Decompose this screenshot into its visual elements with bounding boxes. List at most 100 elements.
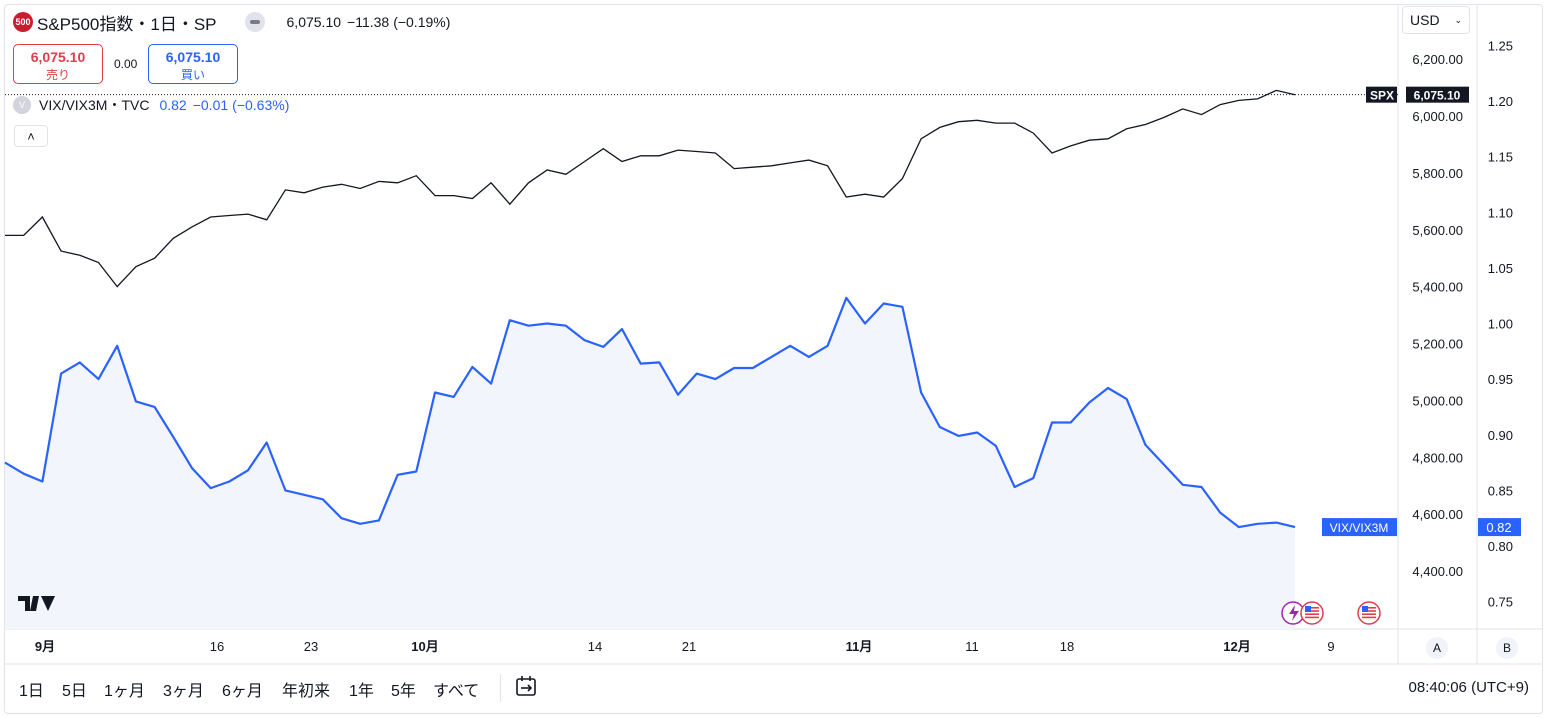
spread-value: 0.00 <box>114 57 138 71</box>
last-price: 6,075.10 <box>286 14 342 30</box>
compare-change: −0.01 <box>192 97 229 113</box>
us-economic-event-icon-2[interactable] <box>1357 601 1381 625</box>
range-button[interactable]: 5日 <box>62 683 87 700</box>
chevron-down-icon: ⌄ <box>1454 14 1462 25</box>
range-button[interactable]: 5年 <box>391 683 416 700</box>
range-button[interactable]: 3ヶ月 <box>163 683 204 700</box>
spx-axis-tag-label: SPX <box>1370 89 1394 103</box>
buy-price: 6,075.10 <box>165 49 221 65</box>
y-tick-left: 4,800.00 <box>1412 450 1463 465</box>
tradingview-logo-icon <box>18 596 55 611</box>
spx-price-tag-label: 6,075.10 <box>1414 89 1461 103</box>
flag-stripe <box>1362 607 1376 609</box>
vix-axis-tag <box>1322 518 1397 537</box>
flag-stripe <box>1305 610 1319 612</box>
x-tick-label: 11月 <box>846 639 873 654</box>
y-tick-right: 1.25 <box>1488 38 1513 53</box>
vix-series-line[interactable] <box>4 296 1296 529</box>
flag-stripe <box>1305 616 1319 619</box>
buy-button[interactable]: 6,075.10 買い <box>148 44 238 84</box>
log-scale-button[interactable] <box>1496 637 1518 659</box>
price-change: −11.38 <box>347 14 390 30</box>
y-tick-right: 1.00 <box>1488 317 1513 332</box>
y-tick-right: 0.80 <box>1488 539 1513 554</box>
range-button[interactable]: 6ヶ月 <box>222 683 263 700</box>
currency-label: USD <box>1410 12 1440 28</box>
y-tick-right: 0.95 <box>1488 372 1513 387</box>
y-tick-left: 5,600.00 <box>1412 223 1463 238</box>
vix-area-fill <box>5 297 1295 629</box>
vix-price-tag <box>1478 518 1521 537</box>
flag-canton <box>1362 606 1368 612</box>
spx-axis-tag <box>1366 86 1397 103</box>
x-tick-label: 9月 <box>35 639 55 654</box>
y-tick-left: 4,600.00 <box>1412 507 1463 522</box>
sell-label: 売り <box>45 68 70 82</box>
currency-select[interactable]: USD ⌄ <box>1402 6 1470 34</box>
collapse-legend-button[interactable]: ˄ <box>14 125 48 147</box>
flag-stripe <box>1305 613 1319 615</box>
y-tick-left: 5,000.00 <box>1412 393 1463 408</box>
toolbar-divider <box>500 674 501 702</box>
spx-series-line[interactable] <box>5 89 1296 288</box>
symbol-legend[interactable]: 500 S&P500指数・1日・SP 6,075.10 −11.38 (−0.1… <box>13 10 450 34</box>
compare-symbol[interactable]: VIX/VIX3M・TVC <box>39 97 150 113</box>
market-status-icon[interactable] <box>244 12 265 32</box>
compare-value: 0.82 <box>159 97 187 113</box>
vix-price-tag-label: 0.82 <box>1486 520 1511 535</box>
auto-scale-button[interactable] <box>1426 637 1448 659</box>
range-button[interactable]: 1ヶ月 <box>104 683 145 700</box>
y-tick-right: 0.85 <box>1488 483 1513 498</box>
y-tick-left: 6,000.00 <box>1412 109 1463 124</box>
x-tick-label: 14 <box>588 639 602 654</box>
range-button[interactable]: すべて <box>433 683 480 700</box>
x-tick-label: 18 <box>1060 639 1074 654</box>
spx-price-tag <box>1406 86 1469 103</box>
y-tick-left: 5,800.00 <box>1412 166 1463 181</box>
range-button[interactable]: 1年 <box>349 683 374 700</box>
compare-legend[interactable]: V VIX/VIX3M・TVC 0.82 −0.01 (−0.63%) <box>13 95 289 115</box>
auto-scale-label: A <box>1433 641 1441 655</box>
price-change-pct: (−0.19%) <box>393 14 451 30</box>
log-scale-label: B <box>1503 641 1511 655</box>
chart-frame <box>4 4 1543 714</box>
flag-stripe <box>1305 607 1319 609</box>
sp500-logo-icon: 500 <box>13 12 33 32</box>
y-tick-right: 1.05 <box>1488 261 1513 276</box>
x-tick-label: 9 <box>1327 639 1334 654</box>
us-economic-event-icon[interactable] <box>1300 601 1324 625</box>
clock[interactable]: 08:40:06 (UTC+9) <box>1408 679 1529 696</box>
y-tick-left: 4,400.00 <box>1412 564 1463 579</box>
y-tick-left: 6,200.00 <box>1412 52 1463 67</box>
lightning-icon <box>1289 605 1299 621</box>
flag-canton <box>1305 606 1311 612</box>
vix-axis-tag-label: VIX/VIX3M <box>1330 521 1389 535</box>
flag-stripe <box>1362 613 1376 615</box>
y-tick-left: 5,200.00 <box>1412 337 1463 352</box>
y-tick-right: 0.90 <box>1488 428 1513 443</box>
range-button[interactable]: 1日 <box>19 683 44 700</box>
x-tick-label: 21 <box>682 639 696 654</box>
buy-label: 買い <box>180 68 205 82</box>
flag-stripe <box>1362 610 1376 612</box>
flag-stripe <box>1362 616 1376 619</box>
symbol-title[interactable]: S&P500指数・1日・SP <box>37 14 217 34</box>
x-tick-label: 12月 <box>1223 639 1250 654</box>
x-tick-label: 16 <box>210 639 224 654</box>
y-tick-right: 1.15 <box>1488 150 1513 165</box>
compare-change-pct: (−0.63%) <box>232 97 290 113</box>
y-tick-right: 1.20 <box>1488 94 1513 109</box>
y-tick-left: 5,400.00 <box>1412 280 1463 295</box>
x-tick-label: 11 <box>965 639 979 654</box>
chevron-up-icon: ˄ <box>27 128 35 144</box>
x-tick-label: 10月 <box>411 639 438 654</box>
sell-price: 6,075.10 <box>30 49 86 65</box>
y-tick-right: 1.10 <box>1488 205 1513 220</box>
calendar-goto-icon[interactable] <box>515 675 539 697</box>
y-tick-right: 0.75 <box>1488 595 1513 610</box>
range-button[interactable]: 年初来 <box>282 683 331 700</box>
compare-symbol-icon: V <box>13 96 31 114</box>
sell-button[interactable]: 6,075.10 売り <box>13 44 103 84</box>
x-tick-label: 23 <box>304 639 318 654</box>
